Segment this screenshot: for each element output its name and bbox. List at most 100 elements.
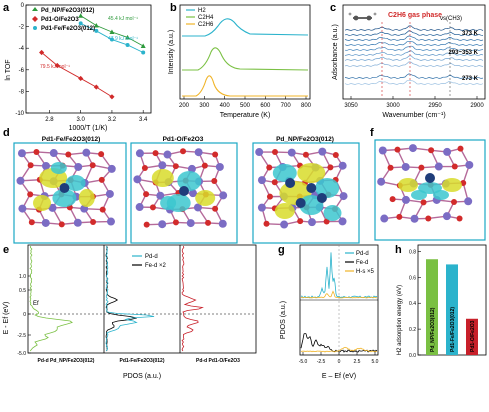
o-atom	[272, 149, 279, 156]
o-atom	[451, 198, 458, 205]
charge-density-blob	[297, 163, 326, 183]
a-point	[78, 75, 84, 82]
o-atom	[266, 164, 273, 171]
o-atom	[387, 164, 394, 171]
o-atom	[143, 221, 150, 228]
o-atom	[266, 193, 273, 200]
pd-atom	[179, 186, 189, 196]
legend-o: Pd1-O/Fe2O3	[41, 17, 79, 23]
fe-atom	[443, 147, 452, 156]
panel-a-xlabel: 1000/T (1/K)	[69, 125, 108, 132]
panel-g-legend: Pd-d Fe-d H-s ×5	[345, 251, 375, 275]
o-atom	[89, 162, 96, 169]
panel-b-label: b	[170, 2, 177, 14]
fe-atom	[193, 203, 202, 212]
curve-c2h6	[182, 75, 308, 97]
o-atom	[58, 221, 65, 228]
o-atom	[205, 219, 212, 226]
pdos-fe-fed	[105, 245, 137, 352]
fe-atom	[49, 149, 58, 158]
structure-frame	[374, 139, 486, 241]
legend-np: Pd_NP/Fe2O3(012)	[41, 8, 94, 14]
struct-title-2: Pd1-O/Fe2O3	[163, 136, 204, 143]
panel-c-traces	[344, 25, 484, 85]
a-xtick-label: 3.2	[108, 117, 117, 123]
g-legend-pd: Pd-d	[356, 251, 369, 257]
o-atom	[323, 218, 330, 225]
fe-atom	[307, 218, 316, 227]
h-bar	[446, 264, 458, 355]
panel-c-xticks: 3050 3000 2950 2900	[344, 96, 484, 109]
fe-atom	[135, 203, 144, 212]
h-ytick-label: 0.0	[409, 353, 416, 359]
e-ytick-label: -2.5	[17, 333, 26, 339]
o-atom	[425, 215, 432, 222]
charge-density-blob	[433, 190, 449, 200]
e-ytick-label: 0	[23, 312, 26, 318]
o-atom	[172, 219, 179, 226]
fe-atom	[186, 219, 195, 228]
panel-e-label: e	[3, 244, 9, 256]
e-bottom-3: Pd-d Pd1-O/Fe2O3	[196, 358, 240, 364]
charge-density-blob	[52, 189, 77, 207]
c-xtick-label: 3000	[386, 103, 400, 109]
charge-density-blob	[151, 169, 174, 187]
pd-atom	[306, 183, 317, 193]
a-point	[93, 84, 99, 90]
o-atom	[33, 148, 40, 155]
panel-c-xlabel: Wavenumber (cm⁻¹)	[382, 112, 445, 119]
a-ytick-label: -4	[19, 46, 25, 52]
a-point	[125, 34, 131, 40]
o-atom	[98, 176, 105, 183]
struct-title-1: Pd1-Fe/Fe2O3(012)	[42, 136, 101, 143]
g-xtick-label: -2.5	[317, 359, 326, 365]
c-trace	[344, 73, 484, 79]
legend-marker-o	[32, 16, 38, 22]
fe-atom	[194, 148, 203, 157]
panel-a-label: a	[3, 2, 10, 14]
o-atom	[27, 162, 34, 169]
a-point	[54, 62, 60, 69]
c-trace	[344, 61, 484, 67]
o-atom	[212, 205, 219, 212]
molecule-icon	[348, 12, 377, 21]
fe-atom	[188, 189, 197, 198]
o-atom	[143, 191, 150, 198]
c-xtick-label: 2950	[428, 103, 442, 109]
panel-h-label: h	[395, 244, 402, 256]
h-bar	[426, 259, 438, 355]
structure-frame	[130, 142, 238, 244]
g-xtick-label: 2.5	[354, 359, 361, 365]
legend-fe-d: Fe-d ×2	[145, 263, 167, 269]
legend-c2h6: C2H6	[198, 22, 214, 28]
a-point	[140, 43, 146, 49]
legend-fe: Pd1-Fe/Fe2O3(012)	[41, 26, 95, 32]
pd-atom	[295, 198, 306, 208]
panel-c-gas-label: C2H6 gas phase	[388, 12, 442, 19]
h-bar-label: Pd_NP/Fe2O3(012)	[430, 307, 436, 352]
a-ytick-label: -2	[19, 25, 25, 31]
panel-b-xlabel: Temperature (K)	[220, 112, 271, 119]
panel-h-bars: Pd_NP/Fe2O3(012) Pd1-Fe/Fe2O3(012) Pd1-O/F…	[426, 259, 478, 355]
charge-density-blob	[65, 175, 86, 191]
g-legend-hs: H-s ×5	[356, 269, 375, 275]
b-xtick-label: 200	[179, 103, 190, 109]
fe-atom	[257, 203, 266, 212]
charge-density-blob	[272, 164, 297, 182]
panel-e-legend: Pd-d Fe-d ×2	[132, 254, 167, 269]
fe-atom	[465, 160, 474, 169]
fe-atom	[318, 147, 327, 156]
h-ytick-label: 0.8	[409, 249, 416, 255]
c-xtick-label: 3050	[344, 103, 358, 109]
charge-density-blob	[442, 178, 462, 192]
charge-density-blob	[33, 195, 51, 211]
temp-273: 273 K	[462, 76, 479, 82]
b-xtick-label: 300	[199, 103, 210, 109]
e-ytick-label: 0.5	[19, 288, 26, 294]
fe-atom	[287, 148, 296, 157]
charge-density-blob	[78, 189, 95, 207]
a-xtick-label: 2.8	[45, 117, 54, 123]
panel-h-yticks: 0.0 0.2 0.4 0.6 0.8	[409, 249, 421, 359]
b-xtick-label: 600	[260, 103, 271, 109]
